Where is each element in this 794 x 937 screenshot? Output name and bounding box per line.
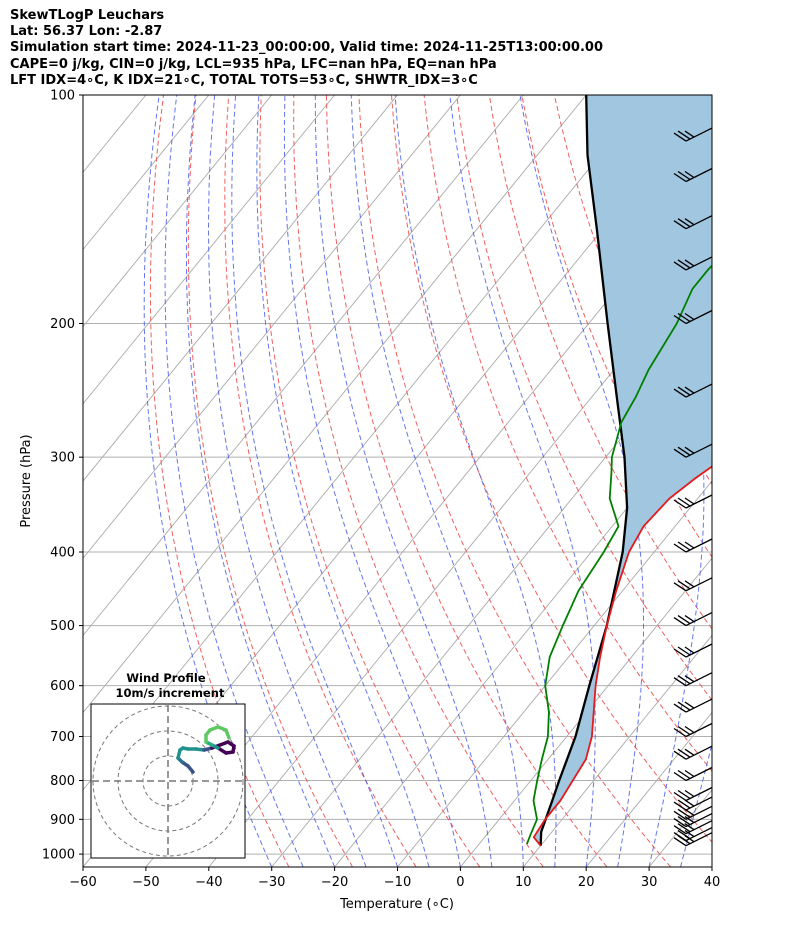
moist-adiabat--15 [207,95,367,867]
moist-adiabat-25 [519,95,644,867]
wind-barb-920 [673,813,713,828]
moist-adiabat--30 [143,95,273,867]
x-tick-label: −60 [69,875,96,890]
x-tick-label: 10 [515,875,532,890]
isotherm--90 [83,95,524,637]
isotherm--80 [83,95,587,714]
wind-barb-400 [673,538,713,553]
wind-barb-200 [673,309,713,325]
y-tick-label: 600 [50,679,75,694]
wind-barb-850 [673,786,713,802]
y-axis-label: Pressure (hPa) [19,434,34,527]
dry-adiabat-50 [423,95,712,772]
wind-barb-975 [673,832,713,847]
dry-adiabat-70 [488,95,712,630]
moist-adiabat--10 [231,95,398,867]
x-tick-label: 40 [704,875,721,890]
wind-barb-150 [673,215,713,230]
isotherm--10 [397,480,712,867]
isotherm--120 [83,95,335,405]
x-tick-label: −40 [195,875,222,890]
inset-subtitle: 10m/s increment [116,686,225,700]
wind-barb-130 [673,167,713,183]
y-tick-label: 800 [50,774,75,789]
y-tick-label: 900 [50,813,75,828]
wind-barb-350 [673,494,713,509]
wind-barb-170 [673,256,713,271]
title-indices-1: CAPE=0 j/kg, CIN=0 j/kg, LCL=935 hPa, LF… [10,56,497,72]
moist-adiabat-5 [314,95,493,867]
moist-adiabat-10 [350,95,524,867]
x-axis-label: Temperature (∘C) [339,897,454,912]
wind-barb-500 [673,612,713,627]
dry-adiabat--30 [149,95,290,867]
dry-adiabat-30 [358,95,671,867]
wind-barb-250 [673,383,713,398]
wind-barb-960 [673,827,713,842]
wind-barb-875 [673,796,713,811]
y-tick-label: 300 [50,451,75,466]
moist-adiabat-15 [394,95,557,867]
wind-barb-800 [673,766,713,782]
isotherm-10 [522,634,712,867]
dry-adiabat-160 [783,95,794,867]
y-tick-label: 100 [50,89,75,104]
x-tick-label: 20 [578,875,595,890]
dry-adiabat--10 [224,95,417,867]
wind-barb-115 [673,127,713,142]
isotherm--100 [83,95,461,559]
x-tick-label: 0 [456,875,464,890]
dry-adiabat-150 [750,95,794,867]
hodograph-segment [224,728,231,740]
wind-barb-650 [673,698,713,713]
x-tick-label: −50 [132,875,159,890]
title-station: SkewTLogP Leuchars [10,8,165,23]
cape-cin-fill [533,95,712,846]
x-tick-label: −10 [384,875,411,890]
dry-adiabat-10 [293,95,544,867]
y-tick-label: 200 [50,317,75,332]
moist-adiabat--5 [256,95,430,867]
wind-barb-750 [673,745,713,760]
wind-barb-940 [673,820,713,835]
title-times: Simulation start time: 2024-11-23_00:00:… [10,40,603,56]
moist-adiabat--20 [185,95,336,867]
isotherm--20 [334,403,712,867]
x-tick-label: −30 [258,875,285,890]
wind-barb-600 [673,672,713,687]
x-tick-label: −20 [321,875,348,890]
isotherm--130 [83,95,273,328]
isotherm-20 [585,711,712,867]
wind-barb-300 [673,443,713,458]
isotherm--110 [83,95,398,482]
x-tick-label: 30 [641,875,658,890]
wind-barb-550 [673,643,713,658]
dry-adiabat--20 [187,95,353,867]
dry-adiabat-140 [717,95,794,867]
moist-adiabat-0 [283,95,461,867]
moist-adiabat--25 [164,95,304,867]
y-tick-label: 1000 [42,848,75,863]
isotherm-0 [460,557,712,867]
dry-adiabat-40 [391,95,712,843]
dewpoint-line [526,264,712,845]
chart-title: SkewTLogP Leuchars Lat: 56.37 Lon: -2.87… [10,8,603,89]
dry-adiabat-20 [325,95,608,867]
isotherm--140 [83,95,210,251]
wind-barb-700 [673,722,713,738]
dry-adiabat-0 [259,95,481,867]
title-location: Lat: 56.37 Lon: -2.87 [10,24,163,40]
y-tick-label: 400 [50,546,75,561]
isotherm-40 [711,866,712,867]
y-tick-label: 500 [50,619,75,634]
temperature-line [532,465,712,847]
isotherm--160 [83,95,84,96]
y-tick-label: 700 [50,730,75,745]
inset-title: Wind Profile [126,671,206,685]
isotherm--30 [271,325,712,867]
title-indices-2: LFT IDX=4∘C, K IDX=21∘C, TOTAL TOTS=53∘C… [10,72,478,88]
wind-barb-450 [673,577,713,592]
parcel-profile-line [539,95,629,846]
